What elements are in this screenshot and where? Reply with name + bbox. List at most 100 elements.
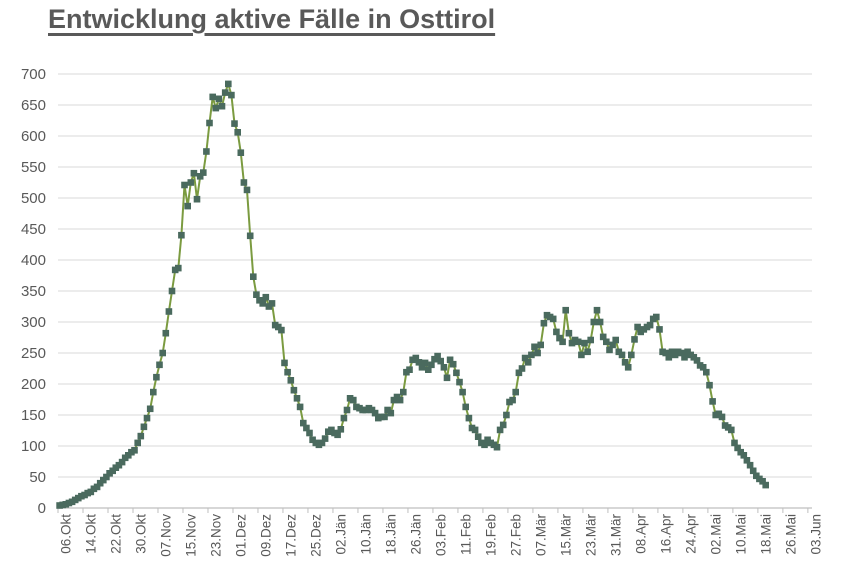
y-axis-labels: 0 50 100 150 200 250 300 350 400 450 500 550 600 650 7… bbox=[21, 66, 46, 517]
data-marker bbox=[762, 481, 769, 489]
data-marker bbox=[493, 443, 501, 451]
y-tick-label: 350 bbox=[21, 283, 46, 300]
data-marker bbox=[499, 421, 507, 429]
x-tick-label: 22.Okt bbox=[109, 514, 124, 554]
data-marker bbox=[678, 349, 685, 357]
data-marker bbox=[412, 354, 420, 362]
x-tick-label: 07.Mär bbox=[533, 514, 548, 557]
x-tick-label: 25.Dez bbox=[308, 514, 323, 557]
x-tick-label: 10.Jän bbox=[358, 514, 373, 555]
data-marker bbox=[259, 300, 266, 307]
data-marker bbox=[340, 414, 348, 422]
data-marker bbox=[381, 413, 388, 421]
data-marker bbox=[443, 374, 451, 382]
x-tick-label: 03.Jun bbox=[808, 514, 823, 555]
data-marker bbox=[524, 359, 532, 366]
data-marker bbox=[200, 169, 207, 176]
data-marker bbox=[653, 313, 660, 321]
data-marker bbox=[584, 348, 591, 356]
data-marker bbox=[606, 346, 613, 354]
data-marker bbox=[553, 328, 560, 336]
data-marker bbox=[465, 414, 473, 422]
data-marker bbox=[278, 326, 285, 334]
data-marker bbox=[300, 419, 307, 427]
x-tick-label: 17.Dez bbox=[283, 514, 298, 557]
data-marker bbox=[471, 426, 479, 434]
data-marker bbox=[153, 373, 160, 381]
data-marker bbox=[509, 396, 516, 404]
x-tick-label: 24.Apr bbox=[683, 514, 698, 554]
data-marker bbox=[621, 359, 629, 366]
data-marker bbox=[343, 406, 351, 414]
data-marker bbox=[437, 357, 444, 365]
data-marker bbox=[656, 326, 663, 333]
data-marker bbox=[699, 364, 707, 371]
data-marker bbox=[446, 356, 454, 364]
x-tick-label: 08.Apr bbox=[633, 514, 648, 554]
data-marker bbox=[665, 354, 673, 361]
data-marker bbox=[231, 120, 238, 127]
data-marker bbox=[528, 351, 535, 359]
x-tick-label: 09.Dez bbox=[259, 514, 274, 557]
x-axis-labels: 06.Okt 14.Okt 22.Okt 30.Okt 07.Nov 15.Nov 23.N… bbox=[59, 514, 824, 557]
y-tick-label: 500 bbox=[21, 190, 46, 207]
data-marker bbox=[662, 349, 669, 357]
data-marker bbox=[531, 343, 538, 351]
y-tick-label: 300 bbox=[21, 314, 46, 331]
data-marker bbox=[287, 377, 295, 384]
data-marker bbox=[371, 409, 379, 417]
x-tick-label: 26.Jän bbox=[408, 514, 423, 555]
data-marker bbox=[618, 351, 626, 359]
data-marker bbox=[162, 329, 170, 337]
data-marker bbox=[496, 426, 504, 434]
data-marker bbox=[203, 148, 210, 155]
data-marker bbox=[178, 231, 185, 239]
gridlines bbox=[58, 73, 812, 478]
y-tick-label: 200 bbox=[21, 376, 46, 393]
x-tick-label: 01.Dez bbox=[234, 514, 249, 557]
data-marker bbox=[234, 129, 241, 136]
data-marker bbox=[646, 321, 654, 329]
data-markers bbox=[56, 80, 769, 509]
data-marker bbox=[237, 149, 245, 156]
x-tick-label: 02.Jän bbox=[333, 514, 348, 555]
x-tick-label: 03.Feb bbox=[433, 514, 448, 556]
data-marker bbox=[225, 80, 232, 88]
x-tick-label: 27.Feb bbox=[508, 514, 523, 556]
data-marker bbox=[284, 368, 291, 376]
data-marker bbox=[481, 441, 488, 449]
y-tick-label: 450 bbox=[21, 221, 46, 238]
data-marker bbox=[165, 308, 173, 315]
data-marker bbox=[459, 388, 466, 396]
data-marker bbox=[306, 429, 313, 437]
data-marker bbox=[749, 467, 757, 475]
data-marker bbox=[146, 405, 154, 413]
data-marker bbox=[187, 179, 195, 186]
data-marker bbox=[518, 365, 526, 372]
data-marker bbox=[587, 336, 594, 344]
data-marker bbox=[137, 432, 145, 440]
data-marker bbox=[559, 338, 566, 346]
data-marker bbox=[599, 333, 607, 341]
data-marker bbox=[609, 341, 616, 349]
data-marker bbox=[134, 439, 141, 447]
data-marker bbox=[453, 369, 460, 377]
data-marker bbox=[428, 361, 435, 369]
x-tick-label: 23.Nov bbox=[209, 514, 224, 557]
data-marker bbox=[574, 338, 582, 346]
x-tick-label: 02.Mai bbox=[708, 514, 723, 555]
data-marker bbox=[706, 381, 713, 389]
data-marker bbox=[740, 452, 748, 459]
data-marker bbox=[240, 179, 248, 186]
data-marker bbox=[634, 323, 641, 331]
data-marker bbox=[396, 396, 404, 404]
data-marker bbox=[212, 104, 220, 112]
data-marker bbox=[321, 435, 329, 442]
data-marker bbox=[246, 232, 254, 240]
data-marker bbox=[718, 413, 726, 421]
data-marker bbox=[693, 357, 701, 364]
data-marker bbox=[350, 396, 357, 404]
data-marker bbox=[593, 306, 601, 314]
data-marker bbox=[337, 426, 345, 433]
